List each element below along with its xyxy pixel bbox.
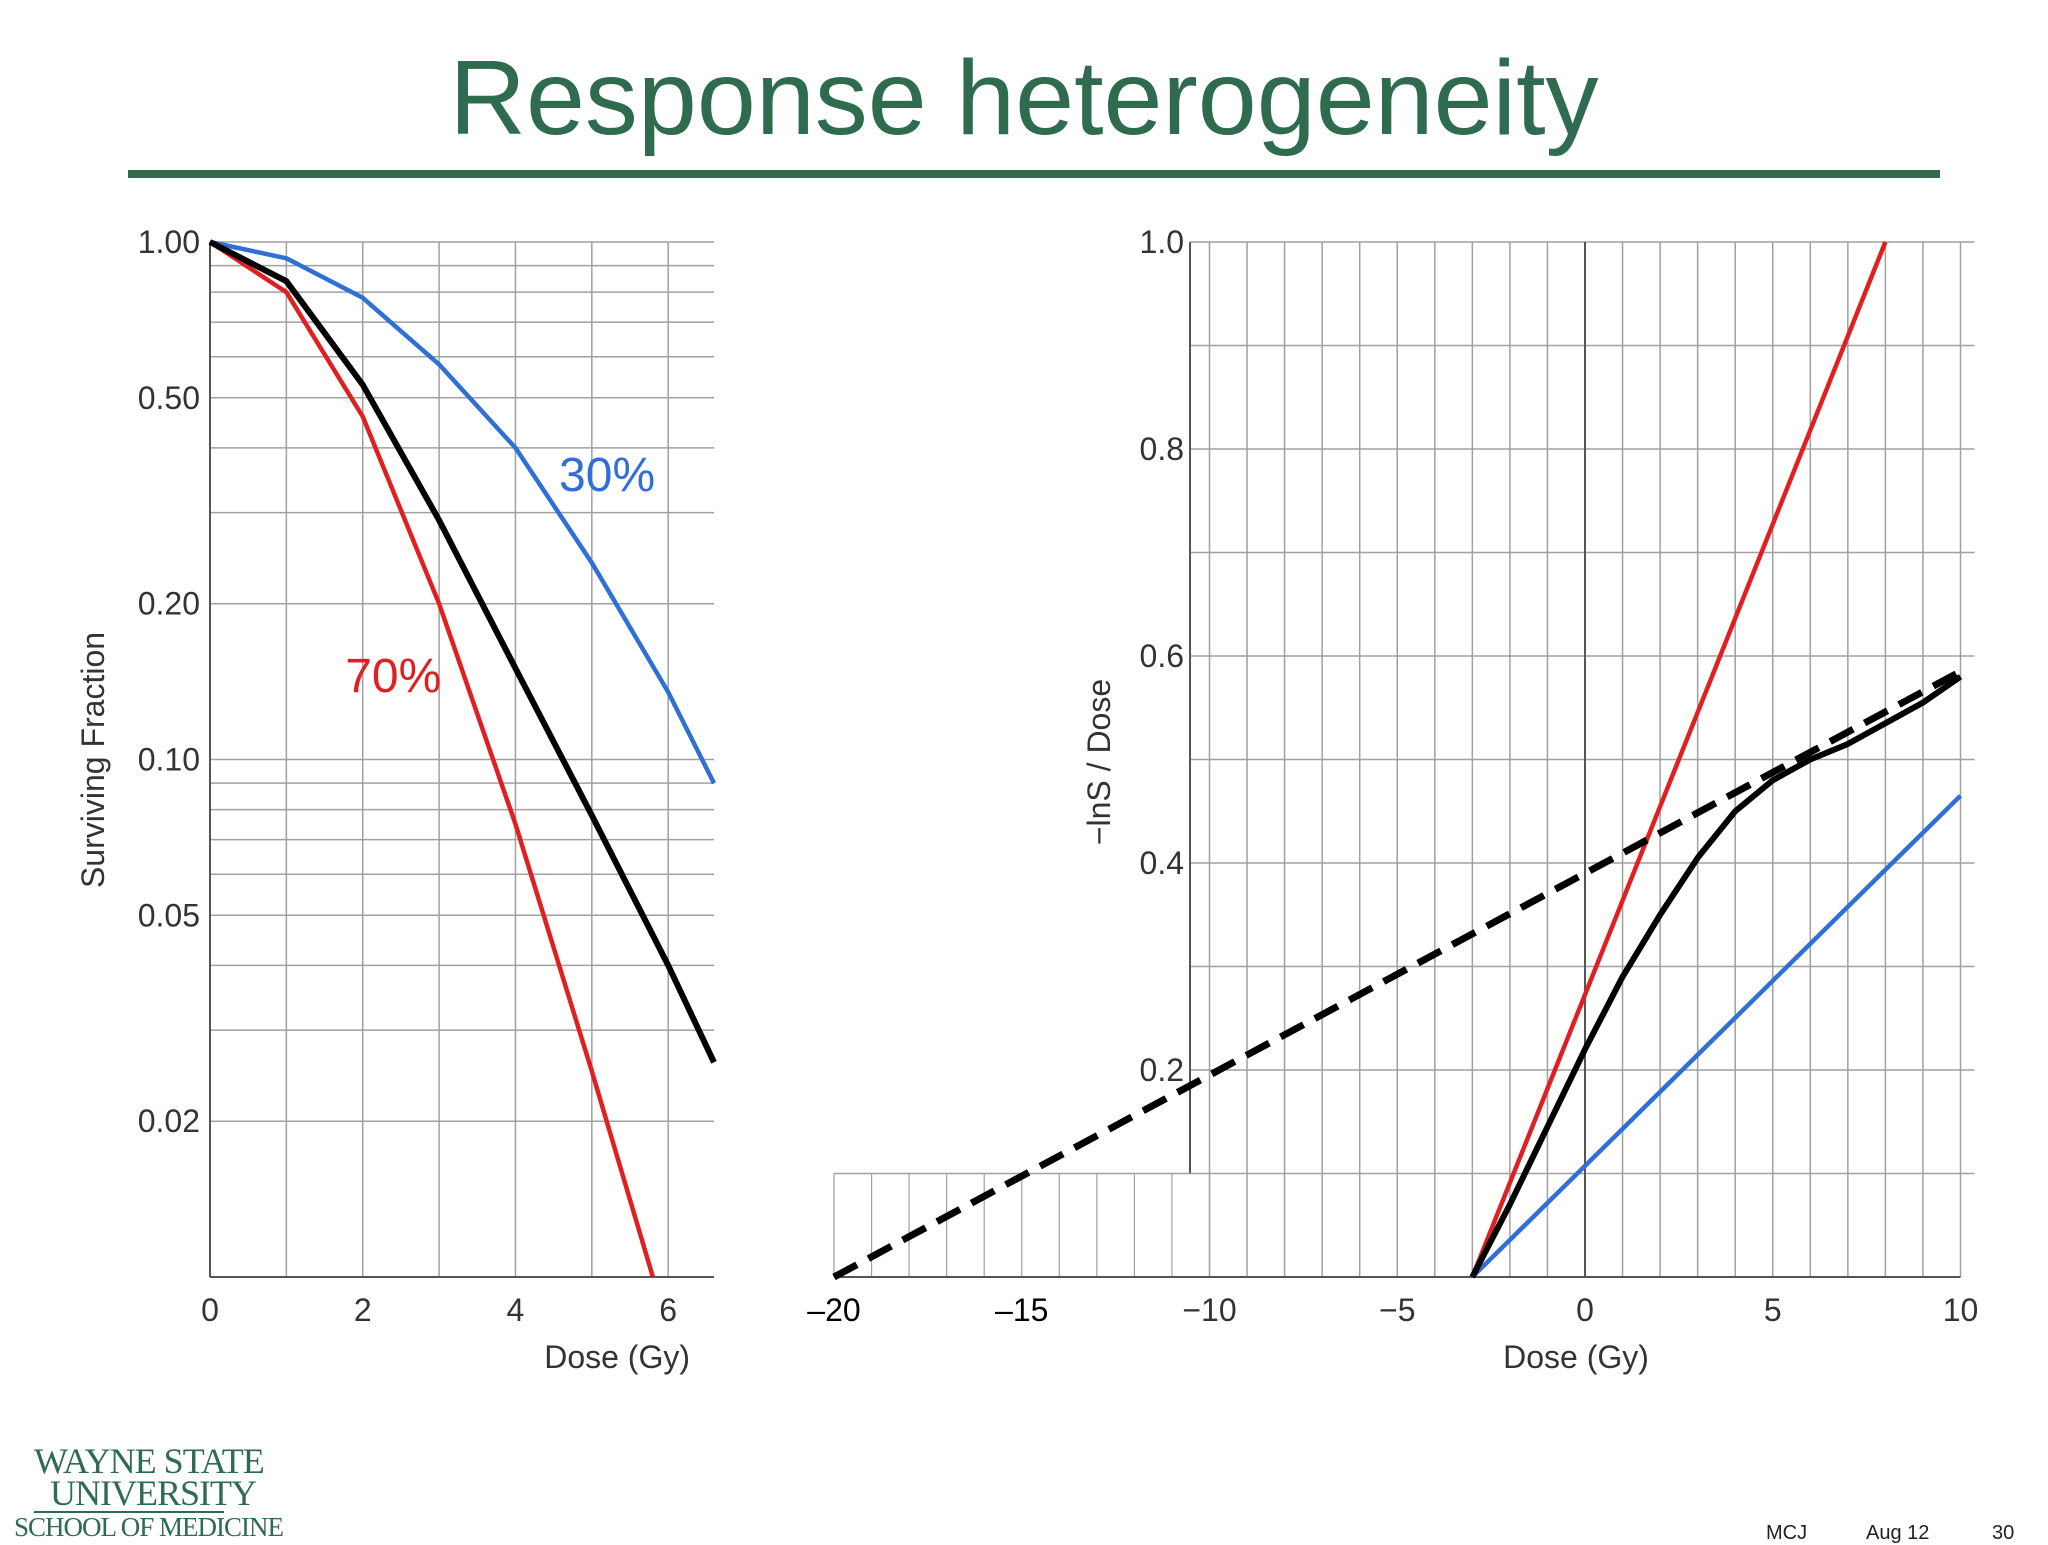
x-axis-label: Dose (Gy)	[1503, 1339, 1649, 1375]
x-tick-label: 0	[1576, 1292, 1594, 1328]
series-dashed-line	[832, 668, 1963, 1281]
y-axis-label: −lnS / Dose	[1081, 679, 1117, 845]
series-annotation: 70%	[345, 650, 441, 703]
footer-author: MCJ	[1766, 1522, 1808, 1544]
x-axis-label: Dose (Gy)	[544, 1339, 690, 1375]
survival-chart: 1.00 0.50 0.20 0.10 0.05 0.02 0 2 4 6 Dose (Gy) Sur…	[75, 224, 717, 1375]
y-tick-label: 0.20	[138, 586, 200, 622]
x-tick-label: 10	[1943, 1292, 1979, 1328]
x-tick-label: 0	[201, 1292, 219, 1328]
y-tick-label: 0.6	[1140, 638, 1184, 674]
series-line	[1470, 794, 1963, 1279]
x-tick-label: 6	[659, 1292, 677, 1328]
y-tick-label: 0.8	[1140, 431, 1184, 467]
series-annotation: 30%	[559, 449, 655, 502]
y-axis-label: Surviving Fraction	[75, 632, 111, 888]
x-tick-label: –15	[995, 1292, 1048, 1328]
x-tick-label: 5	[1764, 1292, 1782, 1328]
y-tick-label: 0.10	[138, 742, 200, 778]
title-rule	[128, 170, 1940, 178]
logo-divider	[34, 1511, 224, 1513]
y-tick-label: 1.0	[1140, 224, 1184, 260]
footer-page-number: 30	[1992, 1522, 2015, 1544]
series-line	[1469, 674, 1963, 1279]
y-tick-label: 0.05	[138, 897, 200, 933]
y-tick-label: 0.02	[138, 1103, 200, 1139]
logo-school-of-medicine: SCHOOL OF MEDICINE	[14, 1512, 284, 1542]
y-tick-label: 0.2	[1140, 1052, 1184, 1088]
x-tick-label: 2	[354, 1292, 372, 1328]
y-tick-label: 0.4	[1140, 845, 1184, 881]
y-tick-label: 0.50	[138, 380, 200, 416]
series-line	[208, 240, 656, 1278]
x-tick-label: 4	[507, 1292, 525, 1328]
y-tick-label: 1.00	[138, 224, 200, 260]
series-line	[208, 239, 717, 1064]
x-tick-label: −5	[1379, 1292, 1415, 1328]
series-line	[1470, 241, 1888, 1278]
dose-response-chart: 1.0 0.8 0.6 0.4 0.2 –20 –15 −10 −5 0 5 10 Dose (Gy) −…	[807, 224, 1978, 1375]
logo-university: UNIVERSITY	[50, 1473, 257, 1513]
x-tick-label: –20	[807, 1292, 860, 1328]
x-tick-label: −10	[1182, 1292, 1236, 1328]
footer-date: Aug 12	[1866, 1522, 1930, 1544]
series-line	[209, 239, 717, 785]
slide-title: Response heterogeneity	[449, 39, 1599, 157]
logo-wayne-state: WAYNE STATE	[34, 1441, 265, 1481]
